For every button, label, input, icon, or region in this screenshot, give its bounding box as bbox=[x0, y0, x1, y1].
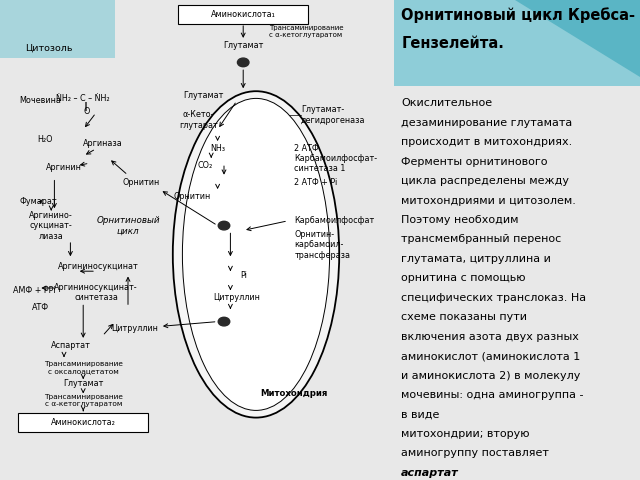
Text: Аргининосукцинат-
синтетаза: Аргининосукцинат- синтетаза bbox=[54, 283, 138, 302]
Text: α-Кето-
глутарат: α-Кето- глутарат bbox=[179, 110, 218, 130]
Text: происходит в митохондриях.: происходит в митохондриях. bbox=[401, 137, 573, 147]
FancyBboxPatch shape bbox=[178, 5, 308, 24]
Text: 2 АТФ
Карбамоилфосфат-
синтетаза 1: 2 АТФ Карбамоилфосфат- синтетаза 1 bbox=[294, 144, 378, 173]
Text: Аминокислота₁: Аминокислота₁ bbox=[211, 10, 276, 19]
Text: Трансаминирование
с оксалоацетатом: Трансаминирование с оксалоацетатом bbox=[44, 360, 123, 374]
FancyBboxPatch shape bbox=[18, 413, 148, 432]
Text: специфических транслоказ. На: специфических транслоказ. На bbox=[401, 293, 586, 303]
Text: трансмембранный перенос: трансмембранный перенос bbox=[401, 234, 561, 244]
Ellipse shape bbox=[173, 91, 339, 418]
Polygon shape bbox=[515, 0, 640, 77]
Text: ṄH₂ – C – ṄH₂: ṄH₂ – C – ṄH₂ bbox=[56, 94, 110, 103]
Text: Митохондрия: Митохондрия bbox=[260, 389, 328, 398]
Text: аминогруппу поставляет: аминогруппу поставляет bbox=[401, 448, 549, 458]
Text: Аспартат: Аспартат bbox=[51, 341, 91, 350]
Text: Аргинин: Аргинин bbox=[46, 164, 82, 172]
Text: Аминокислота₂: Аминокислота₂ bbox=[51, 418, 116, 427]
Circle shape bbox=[218, 221, 230, 230]
Text: Мочевина: Мочевина bbox=[19, 96, 61, 105]
Text: Глутамат: Глутамат bbox=[184, 92, 224, 100]
Text: митохондрии; вторую: митохондрии; вторую bbox=[401, 429, 530, 439]
Text: 2 АТФ + Pi: 2 АТФ + Pi bbox=[294, 178, 338, 187]
Text: схеме показаны пути: схеме показаны пути bbox=[401, 312, 527, 322]
Text: O: O bbox=[83, 107, 90, 116]
Text: Орнитиновый
цикл: Орнитиновый цикл bbox=[96, 216, 160, 235]
Bar bbox=[394, 0, 640, 86]
Text: Ферменты орнитинового: Ферменты орнитинового bbox=[401, 156, 548, 167]
Text: Глутамат: Глутамат bbox=[63, 380, 104, 388]
Text: и аминокислота 2) в молекулу: и аминокислота 2) в молекулу bbox=[401, 371, 580, 381]
Text: Гензелейта.: Гензелейта. bbox=[401, 36, 504, 51]
Text: мочевины: одна аминогруппа -: мочевины: одна аминогруппа - bbox=[401, 390, 584, 400]
Text: в виде: в виде bbox=[401, 409, 443, 420]
Text: Орнитиновый цикл Кребса-: Орнитиновый цикл Кребса- bbox=[401, 7, 636, 23]
Text: Фумарат: Фумарат bbox=[19, 197, 57, 206]
Text: Аргинино-
сукцинат-
лиаза: Аргинино- сукцинат- лиаза bbox=[29, 211, 73, 240]
Text: дезаминирование глутамата: дезаминирование глутамата bbox=[401, 118, 573, 128]
Text: Глутамат-
дегидрогеназа: Глутамат- дегидрогеназа bbox=[301, 106, 365, 125]
Circle shape bbox=[237, 58, 249, 67]
Text: цикла распределены между: цикла распределены между bbox=[401, 176, 570, 186]
Text: Глутамат: Глутамат bbox=[223, 41, 264, 50]
Text: Аргининосукцинат: Аргининосукцинат bbox=[58, 262, 138, 271]
Text: Pi: Pi bbox=[240, 272, 246, 280]
Text: Орнитин-
карбамоил-
трансфераза: Орнитин- карбамоил- трансфераза bbox=[294, 230, 351, 260]
Ellipse shape bbox=[182, 98, 330, 410]
Text: CO₂: CO₂ bbox=[197, 161, 212, 170]
Text: Карбамоилфосфат: Карбамоилфосфат bbox=[294, 216, 374, 225]
Text: H₂O: H₂O bbox=[37, 135, 52, 144]
Circle shape bbox=[218, 317, 230, 326]
Text: Орнитин: Орнитин bbox=[174, 192, 211, 201]
Text: глутамата, цитруллина и: глутамата, цитруллина и bbox=[401, 254, 551, 264]
Text: орнитина с помощью: орнитина с помощью bbox=[401, 273, 526, 283]
Text: Окислительное: Окислительное bbox=[401, 98, 492, 108]
Text: аминокислот (аминокислота 1: аминокислот (аминокислота 1 bbox=[401, 351, 580, 361]
Text: Орнитин: Орнитин bbox=[122, 178, 159, 187]
Text: Трансаминирование
с α-кетоглутаратом: Трансаминирование с α-кетоглутаратом bbox=[269, 24, 343, 38]
Bar bbox=[0, 0, 115, 58]
Text: Цитруллин: Цитруллин bbox=[213, 293, 260, 302]
Text: аспартат: аспартат bbox=[401, 468, 459, 478]
Text: Цитруллин: Цитруллин bbox=[111, 324, 158, 333]
Text: АТФ: АТФ bbox=[32, 303, 49, 312]
Text: включения азота двух разных: включения азота двух разных bbox=[401, 332, 579, 342]
Text: Трансаминирование
с α-кетоглутаратом: Трансаминирование с α-кетоглутаратом bbox=[44, 394, 123, 408]
Text: Поэтому необходим: Поэтому необходим bbox=[401, 215, 519, 225]
Text: АМФ + PPi: АМФ + PPi bbox=[13, 286, 55, 295]
Text: митохондриями и цитозолем.: митохондриями и цитозолем. bbox=[401, 196, 576, 205]
Text: NH₃: NH₃ bbox=[210, 144, 225, 153]
Text: ‖: ‖ bbox=[84, 102, 88, 111]
Text: Аргиназа: Аргиназа bbox=[83, 140, 122, 148]
Text: Цитозоль: Цитозоль bbox=[26, 43, 73, 52]
